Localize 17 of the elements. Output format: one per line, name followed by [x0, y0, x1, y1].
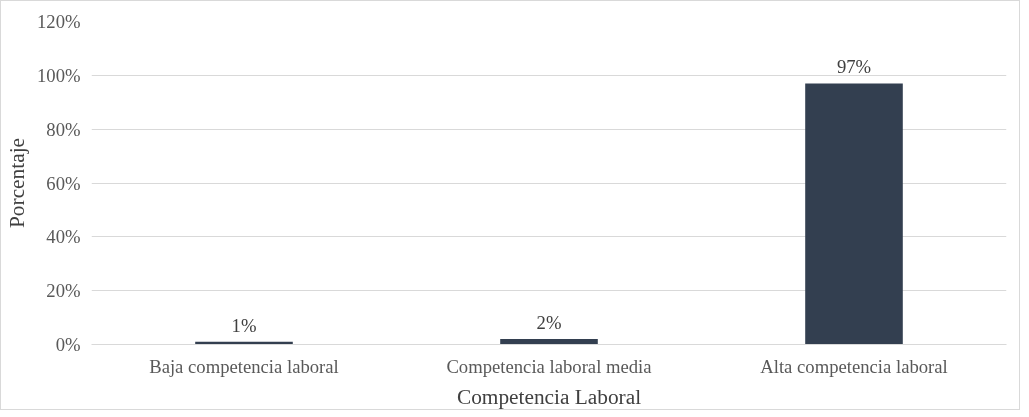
x-tick-label: Competencia laboral media: [446, 355, 653, 377]
y-tick-label: 120%: [36, 11, 81, 32]
data-label: 2%: [536, 312, 562, 334]
y-tick-label: 0%: [55, 334, 81, 355]
bar: [500, 339, 598, 345]
data-label: 1%: [231, 314, 257, 336]
y-tick-label: 80%: [46, 118, 81, 140]
x-tick-label: Baja competencia laboral: [149, 355, 339, 377]
y-tick-label: 20%: [46, 280, 81, 302]
data-label: 97%: [836, 56, 872, 78]
x-tick-label: Alta competencia laboral: [760, 355, 948, 377]
y-tick-label: 100%: [36, 64, 81, 86]
y-tick-label: 40%: [46, 226, 81, 248]
bar: [805, 83, 903, 345]
y-tick-label: 60%: [46, 172, 81, 194]
x-axis-title: Competencia Laboral: [456, 384, 642, 409]
y-axis-title: Porcentaje: [4, 137, 29, 228]
